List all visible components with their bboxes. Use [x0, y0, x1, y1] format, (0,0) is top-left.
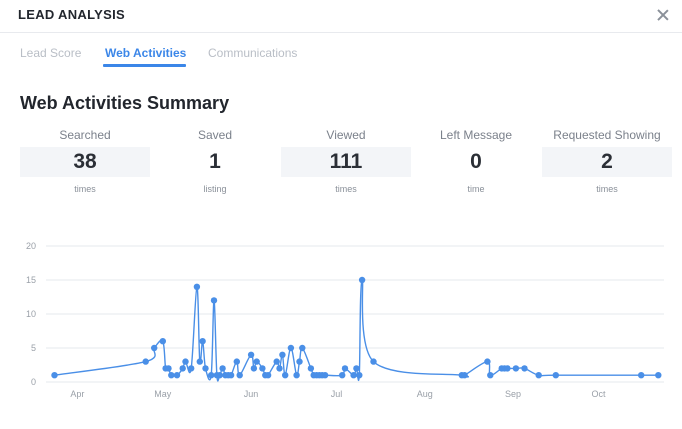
y-tick-label: 10 — [26, 309, 36, 319]
activity-line-chart: 0 5 10 15 20 Apr May Jun Jul Aug Sep Oct — [26, 241, 664, 399]
y-tick-label: 5 — [31, 343, 36, 353]
stat-value: 38 — [20, 147, 150, 177]
dialog-header: LEAD ANALYSIS — [0, 0, 682, 33]
data-point — [484, 358, 491, 365]
data-point — [219, 365, 226, 372]
tab-communications[interactable]: Communications — [208, 46, 298, 60]
data-point — [250, 365, 258, 372]
data-point — [165, 365, 172, 372]
data-point — [173, 372, 181, 379]
data-point — [638, 372, 645, 379]
tab-lead-score[interactable]: Lead Score — [20, 46, 82, 60]
data-point — [159, 338, 166, 345]
x-tick-label: Aug — [417, 389, 433, 399]
data-point — [296, 358, 303, 365]
y-tick-label: 0 — [31, 377, 36, 387]
stat-value: 2 — [542, 147, 672, 177]
data-point — [196, 358, 203, 365]
y-tick-label: 15 — [26, 275, 36, 285]
data-point — [273, 358, 280, 365]
data-point — [199, 338, 206, 345]
data-point — [179, 365, 186, 372]
stat-value: 0 — [411, 147, 541, 177]
data-point — [193, 283, 201, 290]
data-point — [370, 358, 377, 365]
data-point — [655, 372, 662, 379]
y-tick-label: 20 — [26, 241, 36, 251]
stat-requested-showing: Requested Showing 2 times — [542, 128, 672, 194]
data-point — [287, 344, 295, 352]
summary-title: Web Activities Summary — [20, 93, 230, 113]
data-point — [151, 344, 158, 352]
active-tab-indicator — [103, 64, 186, 67]
x-tick-label: Jul — [331, 389, 343, 399]
data-point — [276, 365, 283, 372]
data-point — [236, 372, 243, 379]
stat-left-message: Left Message 0 time — [411, 128, 541, 194]
x-tick-label: Sep — [505, 389, 521, 399]
stat-value: 111 — [281, 147, 411, 177]
stat-label: Left Message — [439, 128, 513, 142]
data-point — [512, 365, 520, 372]
tab-bar: Lead Score Web Activities Communications — [0, 42, 682, 70]
close-icon[interactable] — [654, 6, 672, 24]
data-point — [51, 372, 58, 379]
stat-unit: times — [74, 184, 96, 194]
data-point — [247, 351, 255, 358]
data-point — [188, 365, 195, 372]
data-point — [142, 358, 149, 365]
stat-unit: times — [335, 184, 357, 194]
data-point — [182, 358, 189, 365]
data-point — [279, 351, 286, 358]
stat-unit: time — [467, 184, 485, 194]
data-point — [259, 365, 266, 372]
data-point — [504, 365, 511, 372]
stat-label: Requested Showing — [553, 128, 661, 142]
data-point — [264, 372, 272, 379]
data-point — [293, 372, 300, 379]
x-tick-label: Apr — [70, 389, 84, 399]
data-point — [233, 358, 240, 365]
dialog-title: LEAD ANALYSIS — [18, 7, 125, 22]
data-point — [282, 372, 289, 379]
data-point — [307, 365, 315, 372]
data-point — [216, 372, 223, 379]
data-point — [321, 372, 329, 379]
data-point — [202, 365, 209, 372]
data-point — [299, 344, 306, 352]
x-tick-label: Oct — [591, 389, 606, 399]
data-point — [253, 358, 260, 365]
stat-unit: times — [596, 184, 618, 194]
data-point — [461, 372, 468, 379]
stat-viewed: Viewed 111 times — [281, 128, 411, 194]
data-point — [353, 365, 360, 372]
data-point — [168, 372, 175, 379]
data-point — [358, 276, 366, 284]
stat-searched: Searched 38 times — [20, 128, 150, 194]
stat-label: Saved — [197, 128, 233, 142]
data-point — [208, 372, 215, 379]
data-point — [552, 372, 559, 379]
data-point — [535, 372, 542, 379]
x-tick-label: May — [154, 389, 172, 399]
data-point — [350, 372, 357, 379]
stat-value: 1 — [150, 147, 280, 177]
stat-saved: Saved 1 listing — [150, 128, 280, 194]
data-point — [210, 297, 218, 304]
stat-unit: listing — [203, 184, 227, 194]
data-point — [521, 365, 528, 372]
data-point — [356, 372, 363, 379]
tab-web-activities[interactable]: Web Activities — [105, 46, 187, 60]
x-tick-label: Jun — [244, 389, 259, 399]
stat-label: Viewed — [326, 128, 366, 142]
data-point — [341, 365, 349, 372]
stat-label: Searched — [59, 128, 111, 142]
data-point — [339, 372, 346, 379]
data-point — [487, 372, 494, 379]
data-point — [227, 372, 235, 379]
